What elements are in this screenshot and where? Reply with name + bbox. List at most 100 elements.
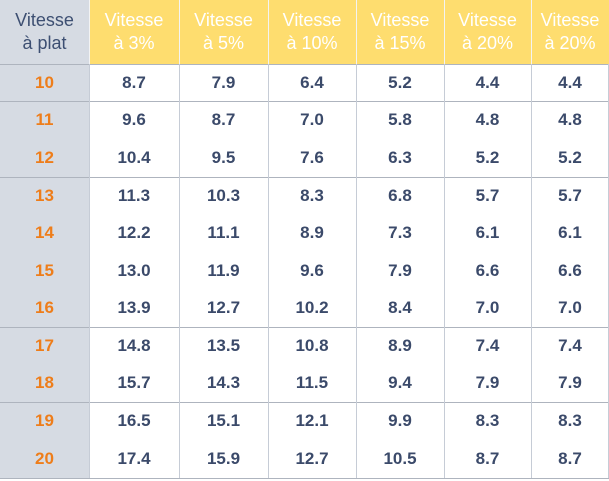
header-line: à 3% <box>113 33 155 53</box>
table-cell: 8.7 <box>179 101 268 139</box>
column-divider <box>268 64 269 478</box>
column-divider <box>356 64 357 478</box>
header-line: Vitesse <box>458 10 517 30</box>
table-cell: 8.9 <box>356 327 444 364</box>
table-cell: 6.6 <box>444 252 531 289</box>
table-cell: 6.1 <box>531 214 609 252</box>
table-cell: 4.4 <box>531 64 609 101</box>
table-cell: 5.2 <box>531 139 609 177</box>
row-header-speed: 13 <box>0 177 89 214</box>
table-cell: 7.0 <box>268 101 356 139</box>
table-cell: 7.9 <box>179 64 268 101</box>
table-cell: 12.1 <box>268 402 356 439</box>
table-cell: 6.3 <box>356 139 444 177</box>
column-header: Vitesse à 20% <box>531 0 609 64</box>
header-line: Vitesse <box>194 10 253 30</box>
row-header-speed: 18 <box>0 364 89 402</box>
table-cell: 10.4 <box>89 139 179 177</box>
table-cell: 15.1 <box>179 402 268 439</box>
row-divider <box>0 478 609 479</box>
table-cell: 7.9 <box>444 364 531 402</box>
header-line: à 10% <box>286 33 338 53</box>
table-cell: 10.5 <box>356 439 444 478</box>
column-header: Vitesse à 3% <box>89 0 179 64</box>
row-header-speed: 11 <box>0 101 89 139</box>
column-header: Vitesse à 20% <box>444 0 531 64</box>
table-cell: 9.4 <box>356 364 444 402</box>
column-divider <box>89 64 90 478</box>
row-header-speed: 10 <box>0 64 89 101</box>
table-cell: 8.4 <box>356 289 444 327</box>
header-divider <box>356 0 357 64</box>
column-header: Vitesse à 10% <box>268 0 356 64</box>
table-cell: 4.8 <box>531 101 609 139</box>
table-cell: 5.2 <box>356 64 444 101</box>
row-divider <box>0 177 609 178</box>
header-divider <box>179 0 180 64</box>
column-divider <box>444 64 445 478</box>
table-cell: 6.8 <box>356 177 444 214</box>
table-cell: 6.1 <box>444 214 531 252</box>
table-cell: 13.9 <box>89 289 179 327</box>
header-line: à 20% <box>544 33 596 53</box>
header-line: à 15% <box>374 33 426 53</box>
column-header: Vitesse à 5% <box>179 0 268 64</box>
table-cell: 8.3 <box>531 402 609 439</box>
table-cell: 4.8 <box>444 101 531 139</box>
header-divider <box>89 0 90 64</box>
table-cell: 14.3 <box>179 364 268 402</box>
table-cell: 9.6 <box>268 252 356 289</box>
row-header-speed: 20 <box>0 439 89 478</box>
table-cell: 7.3 <box>356 214 444 252</box>
table-cell: 8.7 <box>444 439 531 478</box>
table-cell: 7.9 <box>531 364 609 402</box>
table-cell: 11.5 <box>268 364 356 402</box>
table-cell: 5.8 <box>356 101 444 139</box>
header-line: Vitesse <box>540 10 600 30</box>
table-cell: 8.7 <box>89 64 179 101</box>
header-line: à 5% <box>202 33 245 53</box>
row-header-speed: 14 <box>0 214 89 252</box>
header-divider <box>531 0 532 64</box>
table-cell: 8.3 <box>444 402 531 439</box>
table-cell: 15.9 <box>179 439 268 478</box>
table-cell: 9.6 <box>89 101 179 139</box>
row-divider <box>0 402 609 403</box>
header-divider <box>444 0 445 64</box>
table-cell: 10.2 <box>268 289 356 327</box>
table-cell: 12.7 <box>268 439 356 478</box>
row-header-speed: 15 <box>0 252 89 289</box>
table-cell: 17.4 <box>89 439 179 478</box>
row-divider <box>0 64 609 65</box>
table-cell: 4.4 <box>444 64 531 101</box>
header-line: Vitesse <box>104 10 164 30</box>
row-divider <box>0 101 609 102</box>
table-cell: 15.7 <box>89 364 179 402</box>
table-cell: 13.5 <box>179 327 268 364</box>
table-cell: 9.5 <box>179 139 268 177</box>
header-line: Vitesse <box>370 10 430 30</box>
row-divider <box>0 327 609 328</box>
table-cell: 11.1 <box>179 214 268 252</box>
table-cell: 6.6 <box>531 252 609 289</box>
table-cell: 8.7 <box>531 439 609 478</box>
table-cell: 7.4 <box>444 327 531 364</box>
table-cell: 10.8 <box>268 327 356 364</box>
row-header-speed: 16 <box>0 289 89 327</box>
table-cell: 8.9 <box>268 214 356 252</box>
header-line: à plat <box>22 33 67 53</box>
table-cell: 5.7 <box>531 177 609 214</box>
table-cell: 13.0 <box>89 252 179 289</box>
table-cell: 7.9 <box>356 252 444 289</box>
table-cell: 7.0 <box>444 289 531 327</box>
table-cell: 5.7 <box>444 177 531 214</box>
table-cell: 10.3 <box>179 177 268 214</box>
table-cell: 12.2 <box>89 214 179 252</box>
table-cell: 14.8 <box>89 327 179 364</box>
table-cell: 5.2 <box>444 139 531 177</box>
table-cell: 6.4 <box>268 64 356 101</box>
table-cell: 9.9 <box>356 402 444 439</box>
header-line: à 20% <box>461 33 514 53</box>
table-cell: 11.9 <box>179 252 268 289</box>
